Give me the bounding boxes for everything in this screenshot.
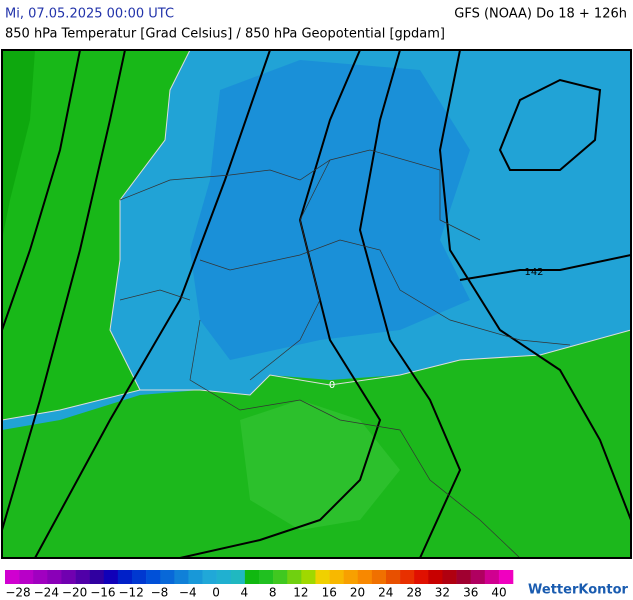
legend-tick-label: −16 [90, 586, 115, 600]
color-swatch [428, 570, 443, 584]
color-swatch [230, 570, 246, 584]
color-swatch [132, 570, 147, 584]
color-swatch [244, 570, 260, 584]
legend-tick-label: 32 [435, 586, 450, 600]
color-swatch [498, 570, 514, 584]
legend-tick-label: 20 [350, 586, 365, 600]
color-swatch [61, 570, 76, 584]
color-swatch [160, 570, 175, 584]
color-swatch [202, 570, 217, 584]
color-swatch [273, 570, 288, 584]
color-swatch [386, 570, 401, 584]
color-swatch [414, 570, 429, 584]
warm-area-west [2, 50, 190, 420]
legend-tick-label: 36 [463, 586, 478, 600]
legend-tick-label: −8 [151, 586, 169, 600]
legend-tick-label: 16 [322, 586, 337, 600]
cold-core [190, 60, 470, 360]
legend-tick-label: 40 [491, 586, 506, 600]
legend-tick-label: −28 [5, 586, 30, 600]
color-swatch [357, 570, 373, 584]
color-swatch [343, 570, 359, 584]
color-swatch [456, 570, 471, 584]
color-swatch [75, 570, 90, 584]
color-swatch [47, 570, 62, 584]
color-swatch [216, 570, 232, 584]
legend-tick-label: 28 [406, 586, 421, 600]
map: 142 0 [1, 49, 632, 559]
color-swatch [287, 570, 302, 584]
color-swatch [146, 570, 161, 584]
color-swatch [117, 570, 133, 584]
color-swatch [19, 570, 34, 584]
color-swatch [371, 570, 387, 584]
color-swatch [301, 570, 316, 584]
color-swatch [259, 570, 274, 584]
map-frame [1, 49, 632, 559]
color-swatch [400, 570, 415, 584]
color-swatch [315, 570, 330, 584]
color-swatch [442, 570, 457, 584]
legend-tick-label: −4 [179, 586, 197, 600]
legend-tick-label: 4 [241, 586, 249, 600]
warm-core-west [2, 50, 35, 240]
color-swatch [484, 570, 500, 584]
legend-tick-label: 8 [269, 586, 277, 600]
color-swatch [5, 570, 20, 584]
color-legend: −28 −24 −20 −16 −12 −8 −4 0 4 8 12 16 20 24 28 32 36 40 [5, 570, 514, 600]
legend-tick-label: −24 [34, 586, 59, 600]
color-swatch [188, 570, 203, 584]
contour-label: 142 [524, 267, 543, 278]
color-swatch [33, 570, 48, 584]
model-run: GFS (NOAA) Do 18 + 126h [454, 7, 627, 22]
subtitle: 850 hPa Temperatur [Grad Celsius] / 850 … [5, 27, 445, 42]
contour-label: 0 [329, 380, 335, 391]
legend-tick-label: 12 [293, 586, 308, 600]
color-swatch [329, 570, 344, 584]
color-swatch [174, 570, 189, 584]
color-swatch [103, 570, 119, 584]
color-swatch [470, 570, 486, 584]
datetime: Mi, 07.05.2025 00:00 UTC [5, 7, 174, 22]
logo: WetterKontor [528, 583, 629, 598]
legend-tick-label: 0 [212, 586, 220, 600]
warm-core-south [240, 400, 400, 530]
legend-tick-label: −20 [62, 586, 87, 600]
legend-tick-label: 24 [378, 586, 393, 600]
color-swatch [89, 570, 105, 584]
legend-tick-label: −12 [119, 586, 144, 600]
